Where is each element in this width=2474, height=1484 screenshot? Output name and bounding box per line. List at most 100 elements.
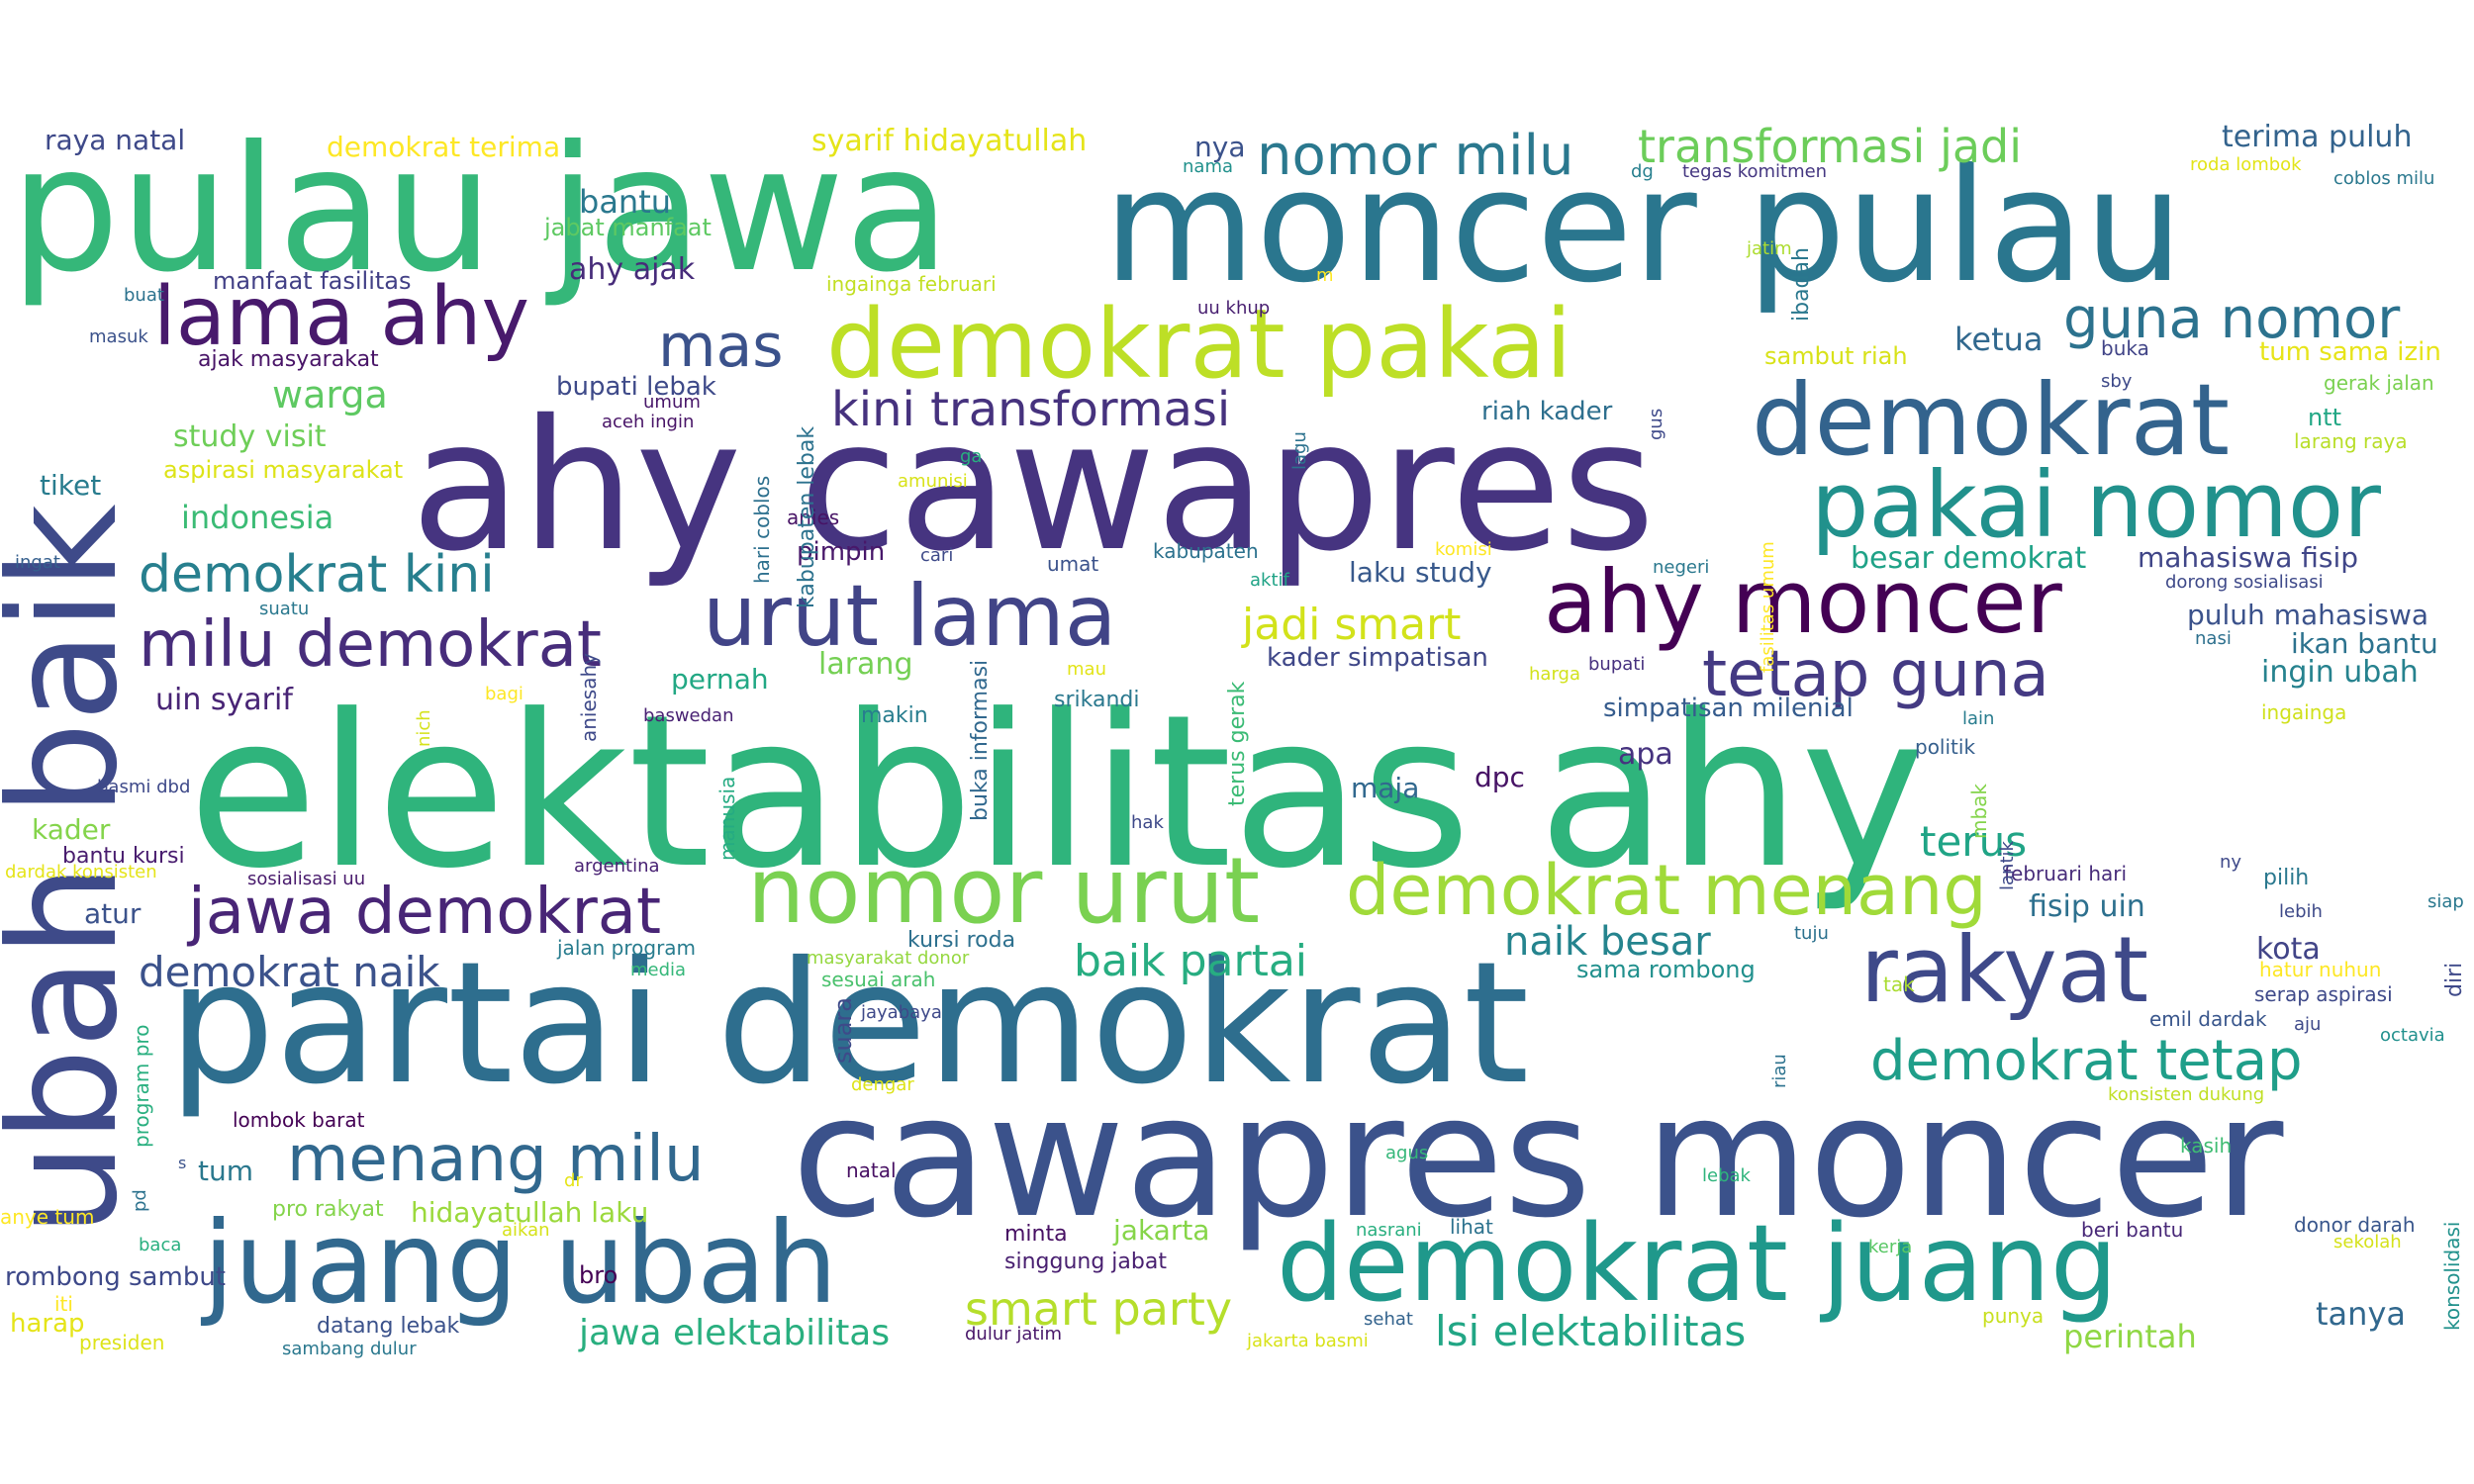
word: dengar: [851, 1074, 914, 1095]
word: umat: [1047, 552, 1099, 576]
word: lebih: [2279, 901, 2323, 922]
word: menang milu: [287, 1123, 705, 1196]
word: ikan bantu: [2291, 627, 2438, 660]
word: moncer pulau: [1103, 136, 2184, 318]
word: srikandi: [1054, 688, 1140, 712]
word: nasrani: [1356, 1220, 1422, 1241]
word: juang ubah: [203, 1197, 838, 1329]
word: puluh mahasiswa: [2187, 599, 2429, 631]
word: octavia: [2380, 1025, 2445, 1046]
word: pimpin: [797, 537, 886, 567]
word: jakarta: [1113, 1214, 1210, 1247]
word: tetap guna: [1702, 638, 2049, 711]
word: kabupaten: [1153, 539, 1259, 563]
word: baca: [139, 1235, 182, 1255]
word: anies: [787, 506, 840, 529]
word: coblos milu: [2333, 168, 2435, 189]
word: demokrat tetap: [1870, 1029, 2303, 1093]
word: pd: [130, 1189, 150, 1212]
word: nya: [1194, 131, 1246, 163]
word: lagu: [1289, 431, 1310, 470]
word: rombong sambut: [5, 1262, 226, 1292]
word: mau: [1067, 659, 1106, 680]
word: demokrat naik: [139, 948, 440, 996]
word: datang lebak: [317, 1314, 460, 1339]
word: buka: [2101, 336, 2149, 360]
word: minta: [1004, 1222, 1068, 1247]
word: lebak: [1702, 1165, 1751, 1186]
word: demokrat: [1752, 362, 2231, 478]
word: tuju: [1794, 923, 1829, 944]
word: suara: [829, 997, 857, 1064]
word: nasi: [2195, 628, 2232, 649]
word: study visit: [173, 419, 327, 454]
word: guna nomor: [2063, 287, 2401, 351]
word: terus gerak: [1225, 681, 1250, 806]
word: larang: [818, 647, 913, 682]
word: masyarakat donor: [807, 948, 970, 969]
word: aspirasi masyarakat: [163, 456, 404, 484]
word: maja: [1351, 772, 1420, 804]
word: siap: [2427, 891, 2464, 912]
word: jawa elektabilitas: [579, 1313, 891, 1353]
word: s: [178, 1154, 187, 1172]
word: harap: [10, 1309, 85, 1339]
word: dg: [1631, 161, 1654, 182]
word: aniesahy: [577, 653, 601, 742]
word: syarif hidayatullah: [811, 124, 1088, 158]
word: ketua: [1954, 321, 2044, 358]
word: lsi elektabilitas: [1435, 1307, 1747, 1355]
word: tak: [1883, 973, 1915, 996]
word: baik partai: [1074, 936, 1308, 986]
word: ahy moncer: [1544, 551, 2062, 653]
word: uu khup: [1197, 298, 1271, 319]
word: februari hari: [2004, 862, 2128, 885]
word: sehat: [1364, 1309, 1413, 1330]
word: indonesia: [181, 499, 334, 536]
word: jayabaya: [861, 1002, 942, 1023]
word: laku study: [1349, 556, 1492, 589]
word: sekolah: [2333, 1232, 2402, 1252]
word: ingainga februari: [826, 272, 997, 296]
word: nama: [1183, 156, 1234, 177]
word: fisip uin: [2029, 889, 2145, 924]
word: tum sama izin: [2259, 337, 2441, 367]
word: pro rakyat: [272, 1197, 384, 1222]
word: singgung jabat: [1004, 1250, 1167, 1274]
word: agus: [1385, 1143, 1429, 1163]
word: ny: [2220, 852, 2242, 873]
word: milu demokrat: [139, 608, 602, 682]
word: ahy ajak: [569, 252, 696, 287]
word: bupati lebak: [556, 372, 716, 402]
word: transformasi jadi: [1638, 120, 2023, 173]
word: ahy cawapres: [411, 381, 1656, 591]
word: dorong sosialisasi: [2165, 572, 2324, 593]
word: bro: [579, 1261, 618, 1289]
word: manusia: [715, 776, 739, 861]
word: lombok barat: [233, 1108, 365, 1132]
word: cari: [920, 545, 954, 566]
word: kasih: [2180, 1134, 2233, 1158]
word: anye tum: [0, 1205, 95, 1229]
word: perintah: [2063, 1318, 2197, 1355]
word: sosialisasi uu: [247, 869, 366, 889]
word: baswedan: [643, 705, 734, 726]
word: demokrat terima: [327, 131, 561, 163]
word: larang raya: [2294, 429, 2408, 453]
word: suatu: [259, 599, 310, 619]
word: ingat: [15, 552, 60, 573]
word: kerja: [1868, 1237, 1913, 1257]
word: besar demokrat: [1851, 541, 2087, 576]
word: jabat manfaat: [544, 214, 712, 241]
word: konsolidasi: [2440, 1221, 2464, 1331]
word: kader: [32, 813, 111, 846]
word: lama ahy: [153, 270, 529, 364]
word: tum: [198, 1155, 253, 1187]
word: hari coblos: [750, 475, 774, 584]
word: gus: [1646, 408, 1666, 440]
word: nomor urut: [747, 838, 1261, 944]
word: m: [1316, 265, 1334, 286]
word: ga: [960, 446, 983, 467]
word: demokrat kini: [139, 545, 495, 604]
